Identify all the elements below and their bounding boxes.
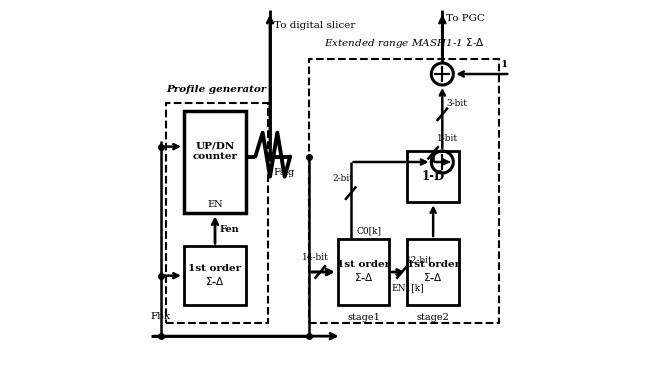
FancyBboxPatch shape <box>184 111 246 213</box>
Text: To digital slicer: To digital slicer <box>274 21 355 30</box>
Text: To PGC: To PGC <box>446 14 485 22</box>
Text: Fen: Fen <box>219 225 239 234</box>
Text: 3-bit: 3-bit <box>446 99 467 108</box>
Text: Fbk: Fbk <box>151 312 171 322</box>
Text: EN1[k]: EN1[k] <box>391 283 424 292</box>
Text: 1-D: 1-D <box>422 170 445 183</box>
Text: 12-bit: 12-bit <box>406 256 432 265</box>
Text: UP/DN
counter: UP/DN counter <box>192 141 237 161</box>
Text: C0[k]: C0[k] <box>356 226 381 235</box>
Text: EN: EN <box>207 200 223 209</box>
Text: Extended range MASH1-1 $\Sigma$-$\Delta$: Extended range MASH1-1 $\Sigma$-$\Delta$ <box>323 36 484 50</box>
FancyBboxPatch shape <box>184 246 246 305</box>
Text: 1st order
$\Sigma$-$\Delta$: 1st order $\Sigma$-$\Delta$ <box>337 261 390 283</box>
Text: Fsig: Fsig <box>274 168 295 177</box>
Text: 14-bit: 14-bit <box>302 253 329 262</box>
Text: 1st order
$\Sigma$-$\Delta$: 1st order $\Sigma$-$\Delta$ <box>188 264 241 287</box>
Text: stage1: stage1 <box>347 313 380 322</box>
Text: 1: 1 <box>501 60 508 68</box>
Text: 2-bit: 2-bit <box>332 174 354 183</box>
Text: Profile generator: Profile generator <box>167 85 267 94</box>
FancyBboxPatch shape <box>338 239 389 305</box>
FancyBboxPatch shape <box>407 239 459 305</box>
Text: 1st order
$\Sigma$-$\Delta$: 1st order $\Sigma$-$\Delta$ <box>407 261 459 283</box>
Text: stage2: stage2 <box>416 313 449 322</box>
Text: 1-bit: 1-bit <box>437 134 458 143</box>
FancyBboxPatch shape <box>407 151 459 202</box>
